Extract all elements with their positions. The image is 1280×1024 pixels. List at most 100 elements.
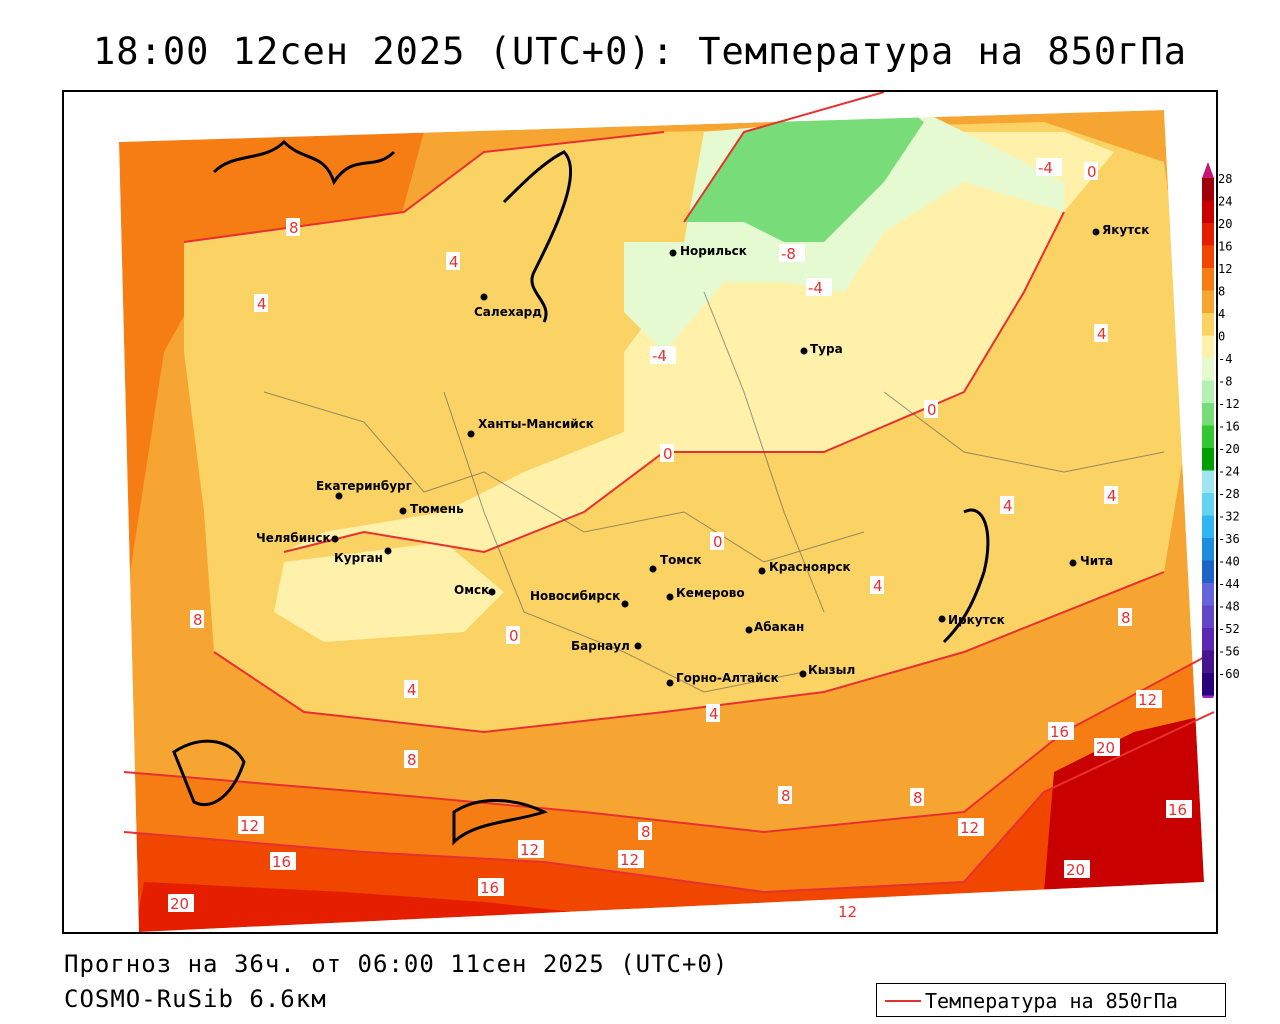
colorbar-swatch: [1202, 200, 1214, 223]
temperature-colorbar: 28 24 20 16 12 8 4 0 -4 -8 -12 -16 -20 -24 -28 -32 -36 -4…: [1202, 162, 1240, 698]
isotherm-label: 12: [620, 851, 639, 869]
colorbar-tick-label: -40: [1218, 555, 1240, 569]
city-label: Челябинск: [256, 531, 331, 545]
isotherm-label: 8: [289, 219, 299, 237]
city-label: Абакан: [754, 620, 804, 634]
model-name: COSMO-RuSib 6.6км: [64, 985, 327, 1013]
colorbar-tick-label: -44: [1218, 577, 1240, 591]
colorbar-ticks: 28 24 20 16 12 8 4 0 -4 -8 -12 -16 -20 -24 -28 -32 -36 -4…: [1218, 172, 1240, 681]
colorbar-swatch: [1202, 650, 1214, 673]
isotherm-label: 20: [1096, 739, 1115, 757]
isotherm-label: 12: [1138, 691, 1157, 709]
temperature-map: Норильск Якутск Салехард Тура Ханты-Манс…: [64, 92, 1216, 932]
isotherm-label: 4: [1003, 497, 1013, 515]
city-yakutsk: Якутск: [1092, 223, 1149, 237]
colorbar-top-arrow: [1202, 162, 1214, 178]
outside-domain-bottom: [139, 882, 1216, 932]
colorbar-tick-label: 28: [1218, 172, 1232, 186]
city-tura: Тура: [800, 342, 843, 356]
isotherm-label: 4: [407, 681, 417, 699]
isotherm-label: 4: [873, 577, 883, 595]
zone-0-4: [284, 132, 1114, 552]
colorbar-swatch: [1202, 268, 1214, 291]
city-omsk: Омск: [454, 583, 496, 597]
city-barnaul: Барнаул: [571, 639, 642, 653]
colorbar-tick-label: -16: [1218, 420, 1240, 434]
colorbar-bottom-arrow: [1202, 695, 1214, 698]
colorbar-tick-label: -8: [1218, 375, 1232, 389]
colorbar-swatch: [1202, 493, 1214, 516]
map-legend: Температура на 850гПа: [876, 983, 1226, 1017]
map-title: 18:00 12сен 2025 (UTC+0): Температура на…: [93, 30, 1187, 73]
colorbar-swatch: [1202, 560, 1214, 583]
city-label: Иркутск: [948, 613, 1005, 627]
colorbar-tick-label: -12: [1218, 397, 1240, 411]
colorbar-swatch: [1202, 380, 1214, 403]
isotherm-label: 0: [1087, 163, 1097, 181]
city-label: Кемерово: [676, 586, 745, 600]
colorbar-swatch: [1202, 470, 1214, 493]
colorbar-tick-label: -20: [1218, 442, 1240, 456]
colorbar-tick-label: 4: [1218, 307, 1225, 321]
colorbar-swatch: [1202, 628, 1214, 651]
city-yekaterinburg: Екатеринбург: [316, 479, 412, 500]
city-tomsk: Томск: [649, 553, 702, 573]
zone-neg8: [684, 110, 924, 242]
city-kurgan: Курган: [334, 547, 392, 565]
city-label: Красноярск: [769, 560, 851, 574]
city-label: Томск: [660, 553, 702, 567]
colorbar-tick-label: 24: [1218, 195, 1232, 209]
isotherm-label: 8: [913, 789, 923, 807]
city-label: Чита: [1080, 554, 1113, 568]
city-chelyabinsk: Челябинск: [256, 531, 339, 545]
city-label: Якутск: [1102, 223, 1149, 237]
colorbar-swatch: [1202, 335, 1214, 358]
city-label: Екатеринбург: [316, 479, 412, 493]
city-novosibirsk: Новосибирск: [530, 589, 629, 608]
city-krasnoyarsk: Красноярск: [758, 560, 851, 575]
colorbar-tick-label: -48: [1218, 600, 1240, 614]
isotherm-label: 8: [641, 823, 651, 841]
zone-0-4-south: [274, 542, 504, 642]
city-kyzyl: Кызыл: [799, 663, 855, 678]
isotherm-label: 4: [449, 253, 459, 271]
colorbar-tick-label: -4: [1218, 352, 1232, 366]
city-markers: Норильск Якутск Салехард Тура Ханты-Манс…: [256, 223, 1149, 687]
isotherm-label: 20: [1066, 861, 1085, 879]
colorbar-tick-label: 20: [1218, 217, 1232, 231]
map-panel: Норильск Якутск Салехард Тура Ханты-Манс…: [62, 90, 1218, 934]
city-label: Тура: [810, 342, 843, 356]
isotherm-label: 4: [1107, 487, 1117, 505]
zone-16-south: [119, 712, 1204, 932]
isotherm-label: 12: [838, 903, 857, 921]
colorbar-swatch: [1202, 425, 1214, 448]
colorbar-swatch: [1202, 313, 1214, 336]
city-label: Тюмень: [410, 502, 464, 516]
isotherm-label: 4: [709, 705, 719, 723]
colorbar-swatch: [1202, 605, 1214, 628]
colorbar-tick-label: -60: [1218, 667, 1240, 681]
colorbar-swatch: [1202, 515, 1214, 538]
city-label: Омск: [454, 583, 489, 597]
city-irkutsk: Иркутск: [938, 613, 1005, 627]
city-label: Барнаул: [571, 639, 630, 653]
colorbar-swatch: [1202, 673, 1214, 696]
city-khanty-mansiysk: Ханты-Мансийск: [467, 417, 594, 438]
city-chita: Чита: [1069, 554, 1113, 568]
isotherm-label: 0: [509, 627, 519, 645]
isotherm-label: 12: [520, 841, 539, 859]
city-label: Кызыл: [808, 663, 855, 677]
colorbar-tick-label: -32: [1218, 510, 1240, 524]
city-abakan: Абакан: [745, 620, 804, 634]
legend-line-swatch: [885, 1000, 921, 1002]
city-kemerovo: Кемерово: [666, 586, 745, 601]
city-tyumen: Тюмень: [399, 502, 464, 516]
legend-label: Температура на 850гПа: [925, 989, 1178, 1013]
isotherm-label: 8: [1121, 609, 1131, 627]
isotherm-value-labels: 8 4 4 -4 0 -8 -4 -4 0 0 0 4 8 8 12 16 20…: [168, 158, 1192, 921]
city-norilsk: Норильск: [669, 244, 747, 258]
isotherm-label: -8: [781, 245, 796, 263]
coastlines: [172, 139, 990, 846]
city-label: Горно-Алтайск: [676, 671, 779, 685]
city-label: Норильск: [680, 244, 747, 258]
